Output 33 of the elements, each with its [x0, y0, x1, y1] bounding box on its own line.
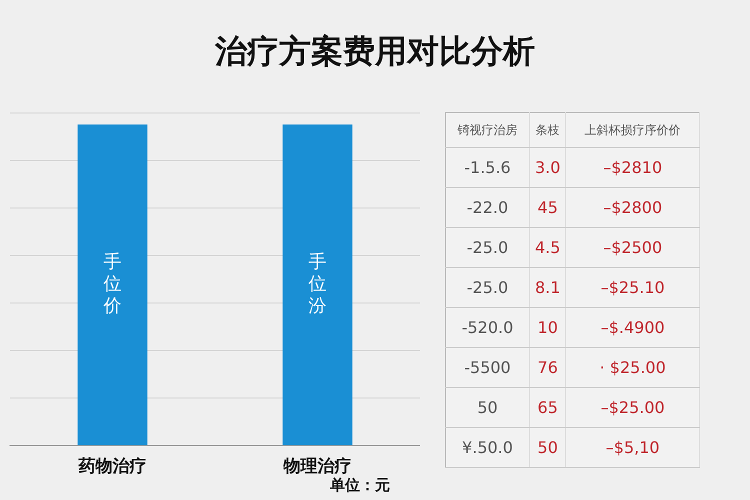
x-tick-label: 物理治疗: [282, 456, 352, 476]
category-label: 条枝: [529, 112, 566, 148]
text: ¥.50.0: [462, 438, 513, 457]
text: · $25.00: [600, 358, 666, 377]
text: –$.4900: [600, 318, 665, 337]
text: -5500: [464, 358, 511, 377]
text: 76: [538, 358, 558, 377]
text: 50: [477, 398, 498, 417]
text: –$5,10: [606, 438, 660, 457]
chart-title: 治疗方案费用对比分析: [214, 31, 536, 72]
text: –$2500: [603, 238, 662, 257]
annotation: 手位价: [102, 252, 122, 316]
text: 50: [538, 438, 558, 457]
text: -520.0: [462, 318, 514, 337]
text: -22.0: [466, 198, 508, 217]
text: 45: [538, 198, 558, 217]
text: –$2800: [603, 198, 662, 217]
x-tick-label: 药物治疗: [78, 456, 146, 476]
text: 8.1: [534, 278, 560, 297]
text: 单位：元: [330, 476, 390, 495]
text: 10: [538, 318, 558, 337]
text: 4.5: [534, 238, 560, 257]
category-label: 锜视疗治房: [446, 112, 530, 148]
text: –$25.10: [600, 278, 665, 297]
text: 3.0: [534, 158, 560, 177]
text: -1.5.6: [464, 158, 511, 177]
category-label: 上斜杯损疗序价价: [566, 112, 700, 148]
text: 65: [538, 398, 558, 417]
text: -25.0: [466, 278, 508, 297]
annotation: 手位汾: [308, 252, 326, 316]
text: –$2810: [603, 158, 662, 177]
text: –$25.00: [600, 398, 665, 417]
text: -25.0: [466, 238, 508, 257]
